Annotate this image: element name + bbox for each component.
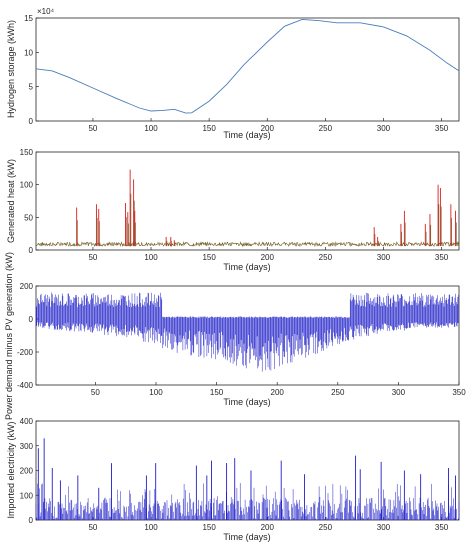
- axes-box-1: [35, 17, 460, 122]
- y-tick-label: 300: [20, 442, 34, 451]
- x-tick-label: 300: [377, 253, 391, 262]
- power-trace: [35, 292, 459, 372]
- panel-hydrogen-storage: ×10⁴ Hydrogen storage (kWh) Time (days) …: [6, 7, 460, 140]
- ticks-3: 50 100 150 200 250 300 350 -400 -200 0 200: [17, 282, 466, 397]
- y-exponent-label-1: ×10⁴: [37, 7, 55, 16]
- y-tick-label: 5: [29, 83, 34, 92]
- x-axis-label-3: Time (days): [223, 397, 270, 407]
- series-power: [35, 292, 459, 372]
- x-tick-label: 50: [88, 523, 97, 532]
- y-axis-label-2: Generated heat (kW): [6, 159, 16, 243]
- panel-generated-heat: Generated heat (kW) Time (days) 50 100 150…: [6, 148, 460, 272]
- panel-imported-electricity: Imported electricity (kW) Time (days) 50…: [6, 417, 460, 542]
- x-tick-label: 150: [202, 523, 216, 532]
- x-tick-label: 200: [271, 388, 285, 397]
- y-tick-label: 10: [24, 48, 33, 57]
- y-tick-label: 0: [29, 315, 34, 324]
- x-tick-label: 250: [319, 124, 333, 133]
- x-tick-label: 250: [319, 253, 333, 262]
- x-tick-label: 350: [452, 388, 466, 397]
- x-tick-label: 150: [202, 253, 216, 262]
- x-tick-label: 50: [91, 388, 100, 397]
- x-axis-label-2: Time (days): [223, 262, 270, 272]
- x-tick-label: 50: [88, 253, 97, 262]
- y-tick-label: 0: [29, 117, 34, 126]
- y-tick-label: 100: [20, 181, 34, 190]
- y-tick-label: 200: [20, 282, 34, 291]
- series-imported: [35, 438, 460, 520]
- ticks-4: 50 100 150 200 250 300 350 0 100 200 300 400: [20, 417, 449, 532]
- y-tick-label: 0: [29, 516, 34, 525]
- x-tick-label: 100: [144, 253, 158, 262]
- y-tick-label: 50: [24, 213, 33, 222]
- x-tick-label: 300: [377, 124, 391, 133]
- x-axis-label-1: Time (days): [223, 130, 270, 140]
- imported-trace: [35, 483, 460, 520]
- y-tick-label: -400: [17, 381, 34, 390]
- x-tick-label: 300: [377, 523, 391, 532]
- x-tick-label: 100: [144, 124, 158, 133]
- x-tick-label: 100: [144, 523, 158, 532]
- ticks-2: 50 100 150 200 250 300 350 0 50 100 150: [20, 148, 449, 262]
- y-tick-label: 15: [24, 14, 33, 23]
- y-tick-label: -200: [17, 348, 34, 357]
- x-tick-label: 350: [435, 253, 449, 262]
- y-axis-label-3: Power demand minus PV generation (kW): [4, 252, 14, 420]
- y-tick-label: 400: [20, 417, 34, 426]
- y-tick-label: 200: [20, 467, 34, 476]
- y-axis-label-1: Hydrogen storage (kWh): [6, 20, 16, 118]
- y-tick-label: 150: [20, 148, 34, 157]
- x-tick-label: 150: [202, 124, 216, 133]
- x-tick-label: 200: [261, 523, 275, 532]
- ticks-1: 50 100 150 200 250 300 350 0 5 10 15: [24, 14, 449, 133]
- y-tick-label: 100: [20, 491, 34, 500]
- x-tick-label: 250: [331, 388, 345, 397]
- heat-baseline: [35, 241, 460, 248]
- x-tick-label: 250: [319, 523, 333, 532]
- x-tick-label: 300: [392, 388, 406, 397]
- x-tick-label: 200: [261, 124, 275, 133]
- x-tick-label: 100: [149, 388, 163, 397]
- axes-box-2: [35, 151, 460, 251]
- x-tick-label: 150: [210, 388, 224, 397]
- x-tick-label: 350: [435, 523, 449, 532]
- x-tick-label: 350: [435, 124, 449, 133]
- x-tick-label: 50: [88, 124, 97, 133]
- panel-power-demand: Power demand minus PV generation (kW) Ti…: [4, 252, 466, 420]
- x-axis-label-4: Time (days): [223, 532, 270, 542]
- y-axis-label-4: Imported electricity (kW): [6, 421, 16, 518]
- series-line-hydrogen: [35, 18, 460, 114]
- series-heat: [35, 169, 460, 248]
- y-tick-label: 0: [29, 246, 34, 255]
- x-tick-label: 200: [261, 253, 275, 262]
